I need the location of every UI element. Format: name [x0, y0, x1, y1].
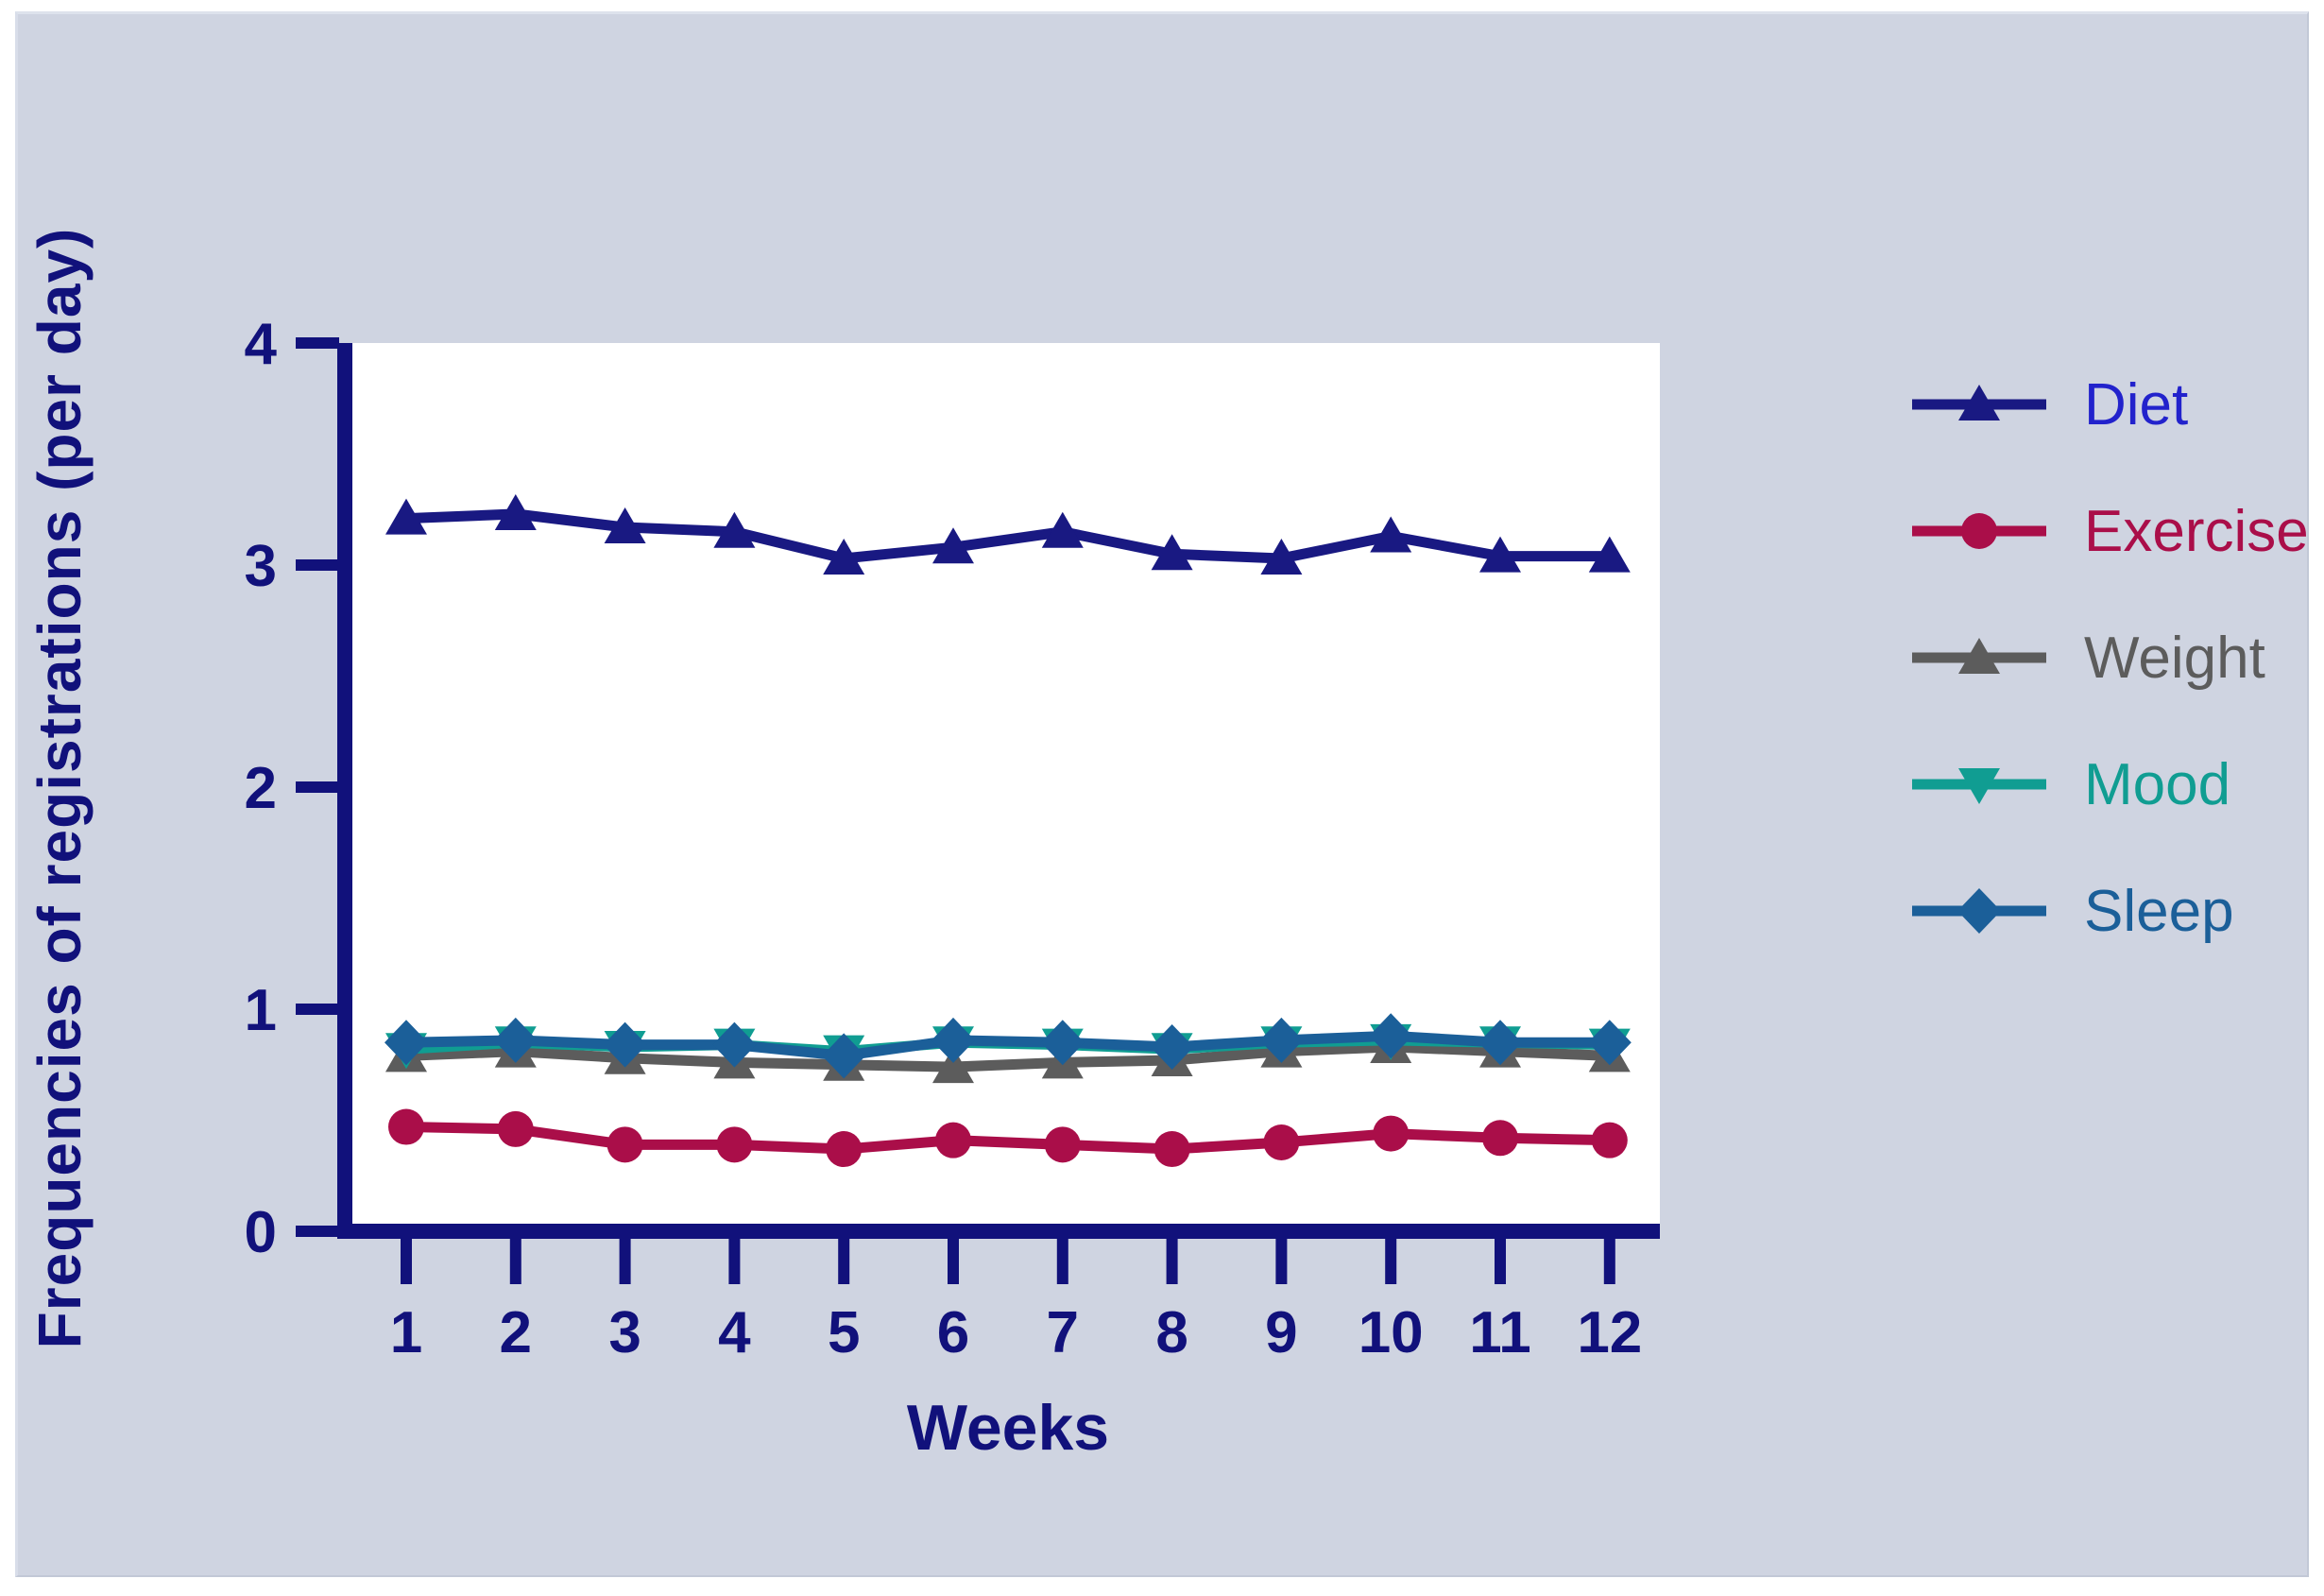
plot-background: [345, 343, 1660, 1231]
series-line-exercise: [405, 1122, 1610, 1155]
y-tick-label: 2: [245, 756, 277, 821]
legend-label: Diet: [2084, 371, 2189, 438]
legend-item-exercise: Exercise: [1908, 497, 2309, 565]
y-tick-label: 0: [245, 1200, 277, 1265]
y-tick-label: 1: [245, 978, 277, 1043]
series-exercise: [388, 1108, 1628, 1168]
triangle-up-marker-icon: [1912, 385, 2046, 420]
series-line-diet: [405, 508, 1610, 564]
triangle-up-marker-icon: [1912, 638, 2046, 674]
x-tick-label: 11: [1469, 1300, 1531, 1365]
legend-label: Exercise: [2084, 498, 2309, 564]
legend-item-mood: Mood: [1908, 750, 2309, 818]
x-tick-label: 3: [608, 1300, 641, 1365]
legend-label: Weight: [2084, 625, 2265, 691]
legend: Diet Exercise Weight Mood Sleep: [1908, 370, 2309, 945]
x-tick-label: 5: [828, 1300, 860, 1365]
series-line-weight: [405, 1041, 1611, 1073]
x-tick-label: 1: [390, 1300, 422, 1365]
x-tick-label: 7: [1047, 1300, 1079, 1365]
series-diet: [385, 493, 1631, 575]
x-tick-label: 6: [937, 1300, 969, 1365]
legend-label: Mood: [2084, 751, 2231, 817]
diamond-marker-icon: [1912, 888, 2046, 934]
x-tick-label: 12: [1577, 1300, 1642, 1365]
x-tick-label: 2: [500, 1300, 532, 1365]
x-tick-label: 9: [1265, 1300, 1297, 1365]
legend-item-diet: Diet: [1908, 370, 2309, 438]
y-tick-label: 3: [245, 534, 277, 599]
series-sleep: [384, 1013, 1632, 1079]
x-tick-label: 4: [718, 1300, 751, 1365]
legend-item-sleep: Sleep: [1908, 877, 2309, 945]
x-axis-title: Weeks: [906, 1392, 1110, 1464]
legend-item-weight: Weight: [1908, 624, 2309, 692]
legend-label: Sleep: [2084, 878, 2234, 944]
triangle-down-marker-icon: [1912, 768, 2046, 804]
x-tick-label: 8: [1155, 1300, 1188, 1365]
circle-marker-icon: [1912, 513, 2046, 549]
y-tick-label: 4: [245, 312, 278, 377]
x-tick-label: 10: [1359, 1300, 1424, 1365]
